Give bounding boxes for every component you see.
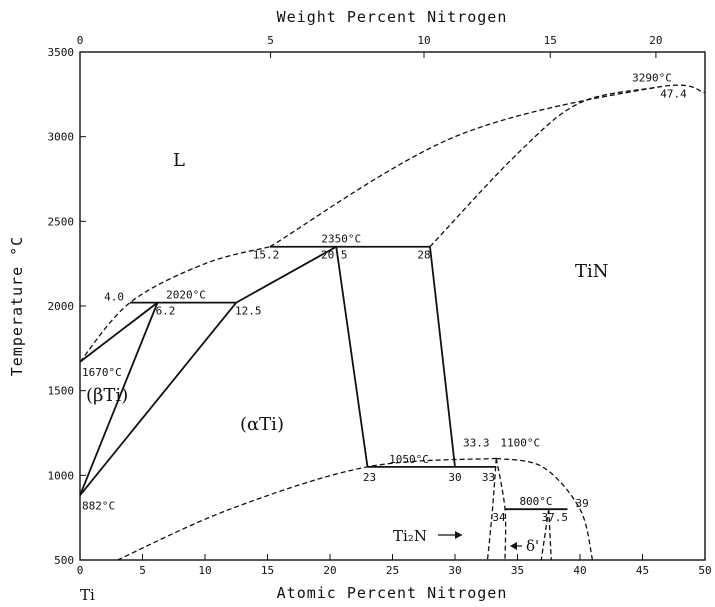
delta-arrow-head [510,542,517,550]
data-annotation: 12.5 [235,305,262,318]
beta-alpha-boundary-left [79,302,159,496]
x-tick-label: 50 [698,564,711,577]
y-axis-title: Temperature °C [8,236,26,376]
top-axis-title: Weight Percent Nitrogen [277,8,508,26]
data-annotation: 34 [492,511,506,524]
tin-lower-boundary [496,457,594,561]
top-tick-label: 10 [417,34,430,47]
y-tick-label: 3500 [48,46,75,59]
tin-left-2350-to-1050 [429,246,456,467]
phase-label-ti2n: Ti₂N [393,527,427,545]
corner-label-ti: Ti [80,586,95,604]
data-annotation: 2020°C [166,289,206,302]
ti2n-arrow-head [455,531,462,539]
x-tick-label: 35 [511,564,524,577]
phase-boundaries [79,84,706,561]
data-annotation: 1100°C [500,436,540,449]
beta-solidus [79,301,159,363]
delta-left [540,509,550,561]
x-tick-label: 5 [139,564,146,577]
delta-right [548,509,552,561]
x-axis-title: Atomic Percent Nitrogen [277,584,508,602]
x-tick-label: 40 [573,564,586,577]
ti2n-left [486,458,497,561]
x-tick-label: 25 [386,564,399,577]
data-annotation: 37.5 [542,511,569,524]
y-tick-label: 2000 [48,300,75,313]
phase-label-alpha-ti: (αTi) [240,414,284,435]
y-tick-label: 1500 [48,385,75,398]
data-annotation: 1050°C [389,453,429,466]
data-annotation: 28 [417,249,430,262]
y-tick-label: 2500 [48,215,75,228]
data-annotation: 800°C [519,495,552,508]
alpha-lower-boundary [117,457,497,561]
top-tick-label: 15 [544,34,557,47]
y-tick-label: 3000 [48,131,75,144]
data-annotation: 23 [363,471,376,484]
annotations: 3290°C 47.4 2350°C 15.2 20.5 28 2020°C 4.0 6.2 12… [82,72,687,525]
data-annotation: 3290°C [632,72,672,85]
liquidus-left [79,246,271,363]
x-tick-label: 15 [261,564,274,577]
data-annotation: 33 [482,471,495,484]
beta-alpha-boundary-right [79,302,237,496]
x-tick-label: 0 [77,564,84,577]
y-tick-label: 500 [54,554,74,567]
y-tick-label: 1000 [48,469,75,482]
phase-label-liquid: L [173,150,185,171]
liquidus-top [269,84,706,248]
data-annotation: 4.0 [104,291,124,304]
data-annotation: 20.5 [321,249,348,262]
alpha-tin-left-boundary [235,245,337,304]
data-annotation: 33.3 [463,436,490,449]
data-annotation: 1670°C [82,366,122,379]
data-annotation: 882°C [82,499,115,512]
x-tick-label: 45 [636,564,649,577]
ti2n-right [495,458,507,561]
data-annotation: 2350°C [321,233,361,246]
top-tick-label: 20 [649,34,662,47]
data-annotation: 39 [576,497,589,510]
data-annotation: 15.2 [253,249,280,262]
x-tick-label: 20 [323,564,336,577]
axis-ticks: 0 5 10 15 20 25 30 35 40 45 5050010001500200025003… [48,34,712,577]
top-tick-label: 0 [77,34,84,47]
phase-label-delta-prime: δ' [526,537,539,555]
data-annotation: 30 [448,471,461,484]
alpha-left-2350-to-1050 [335,246,369,467]
liquidus-right [429,86,656,248]
data-annotation: 47.4 [660,88,687,101]
x-tick-label: 30 [448,564,461,577]
top-tick-label: 5 [267,34,274,47]
phase-label-beta-ti: (βTi) [86,385,128,406]
phase-label-tin: TiN [575,261,609,282]
x-tick-label: 10 [198,564,211,577]
data-annotation: 6.2 [156,305,176,318]
